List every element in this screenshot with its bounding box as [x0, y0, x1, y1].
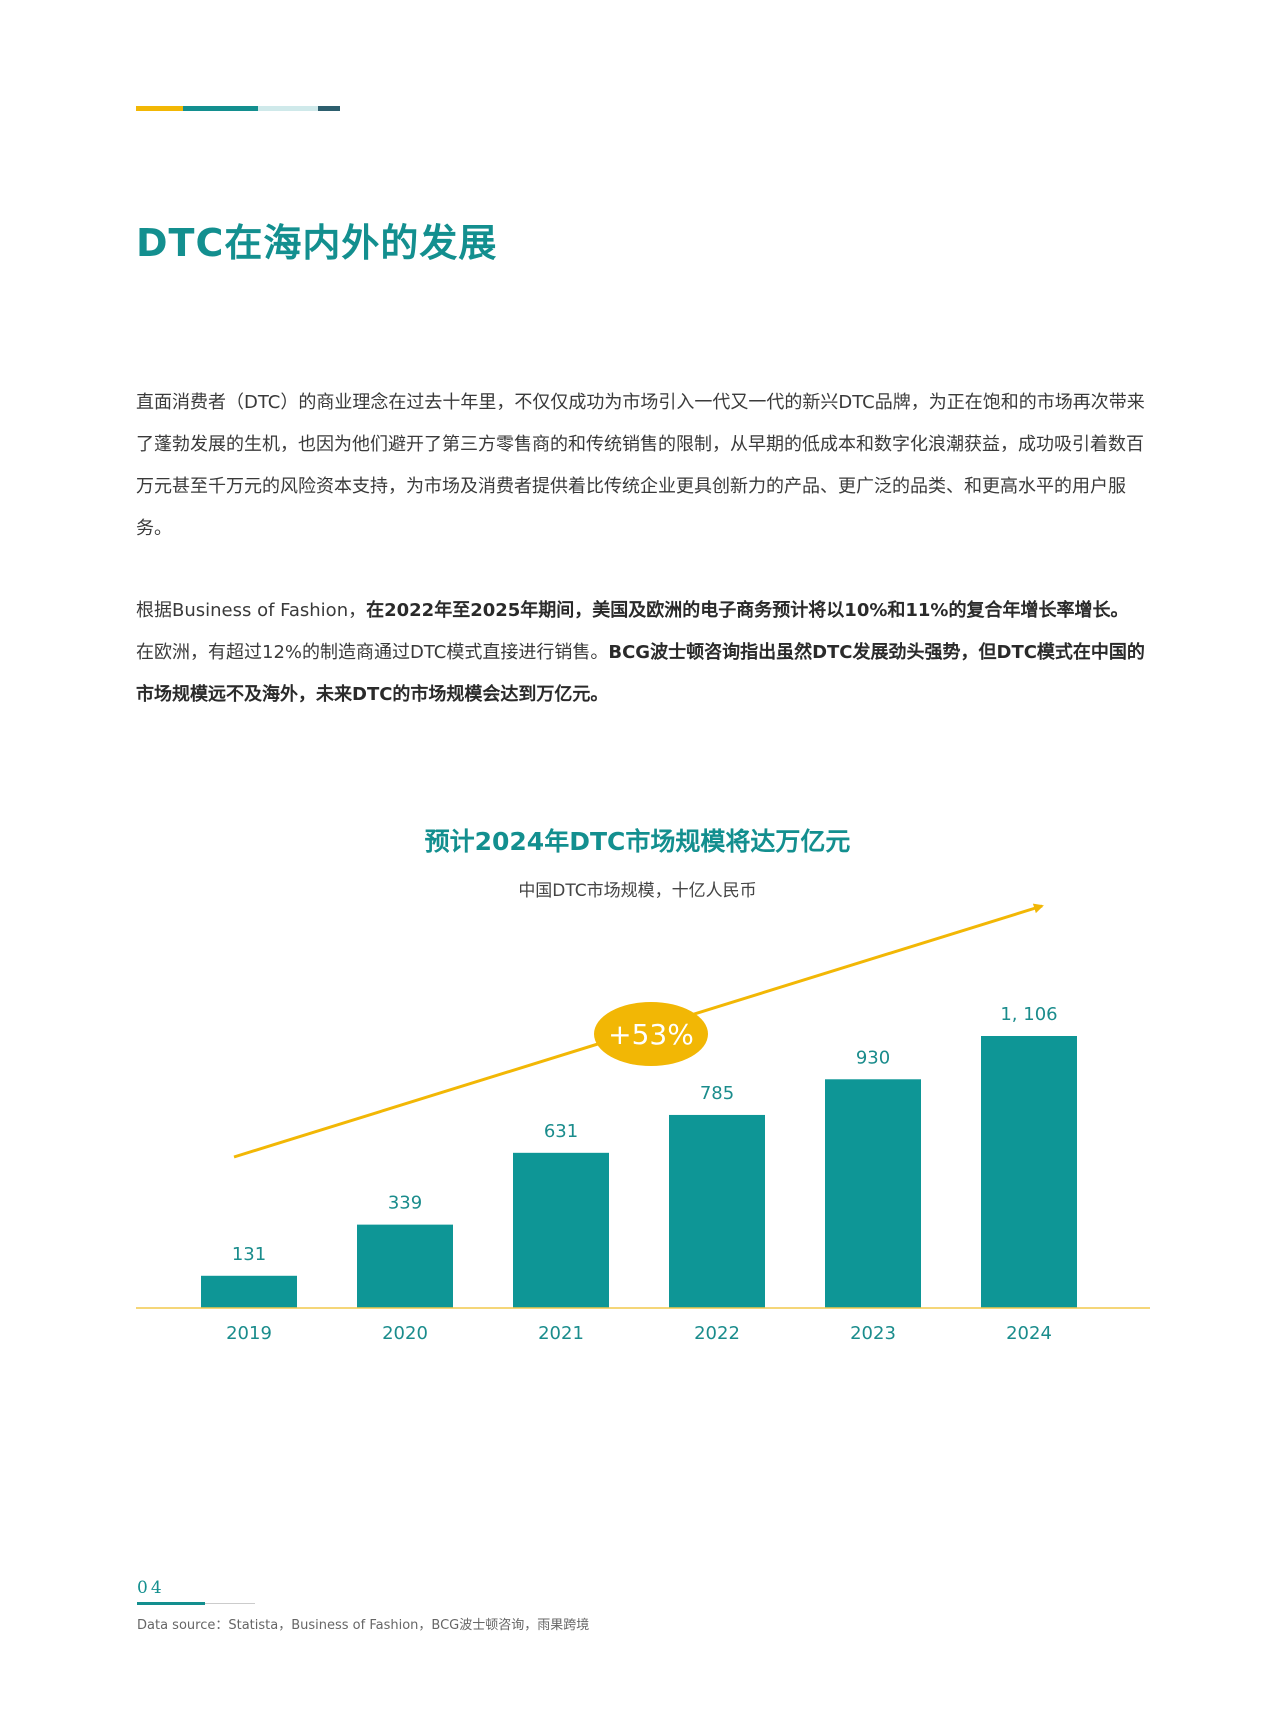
page-title: DTC在海内外的发展 [136, 221, 498, 265]
bar-2022 [669, 1114, 765, 1308]
bar-value-label: 631 [544, 1121, 578, 1142]
deco-bar-yellow [136, 106, 183, 111]
market-paragraph-s4: BCG波士顿咨询指出虽然DTC发展劲头强势，但DTC模式在中国的市场规模远不及海… [136, 642, 1145, 705]
page-number: 04 [137, 1578, 165, 1598]
intro-paragraph: 直面消费者（DTC）的商业理念在过去十年里，不仅仅成功为市场引入一代又一代的新兴… [136, 392, 1145, 539]
deco-bar-light-teal [258, 106, 318, 111]
bar-2024 [981, 1036, 1077, 1308]
bar-value-label: 1, 106 [1000, 1004, 1057, 1025]
growth-badge-label: +53% [608, 1018, 694, 1051]
chart-title: 预计2024年DTC市场规模将达万亿元 [424, 827, 851, 856]
bar-2023 [825, 1079, 921, 1308]
market-paragraph-s3: 在欧洲，有超过12%的制造商通过DTC模式直接进行销售。 [136, 642, 609, 663]
x-tick-label: 2024 [1006, 1323, 1052, 1344]
bar-value-label: 339 [388, 1193, 422, 1214]
data-source: Data source：Statista，Business of Fashion… [137, 1618, 590, 1633]
market-paragraph-s2: 在2022年至2025年期间，美国及欧洲的电子商务预计将以10%和11%的复合年… [366, 600, 1129, 621]
deco-bar-teal [183, 106, 258, 111]
bar-2019 [201, 1275, 297, 1308]
bar-2021 [513, 1152, 609, 1308]
market-paragraph-s1: 根据Business of Fashion， [136, 600, 367, 621]
page-number-rule-accent [137, 1602, 205, 1605]
bar-value-label: 930 [856, 1047, 890, 1068]
x-tick-label: 2022 [694, 1323, 740, 1344]
deco-bar-dark-teal [318, 106, 340, 111]
x-tick-label: 2019 [226, 1323, 272, 1344]
x-tick-label: 2021 [538, 1323, 584, 1344]
growth-badge [594, 1002, 708, 1066]
x-tick-label: 2020 [382, 1323, 428, 1344]
x-tick-label: 2023 [850, 1323, 896, 1344]
chart-subtitle: 中国DTC市场规模，十亿人民币 [518, 881, 757, 901]
market-paragraph: 根据Business of Fashion，在2022年至2025年期间，美国及… [136, 590, 1146, 716]
bar-value-label: 131 [232, 1244, 266, 1265]
bar-value-label: 785 [700, 1083, 734, 1104]
bar-2020 [357, 1224, 453, 1308]
